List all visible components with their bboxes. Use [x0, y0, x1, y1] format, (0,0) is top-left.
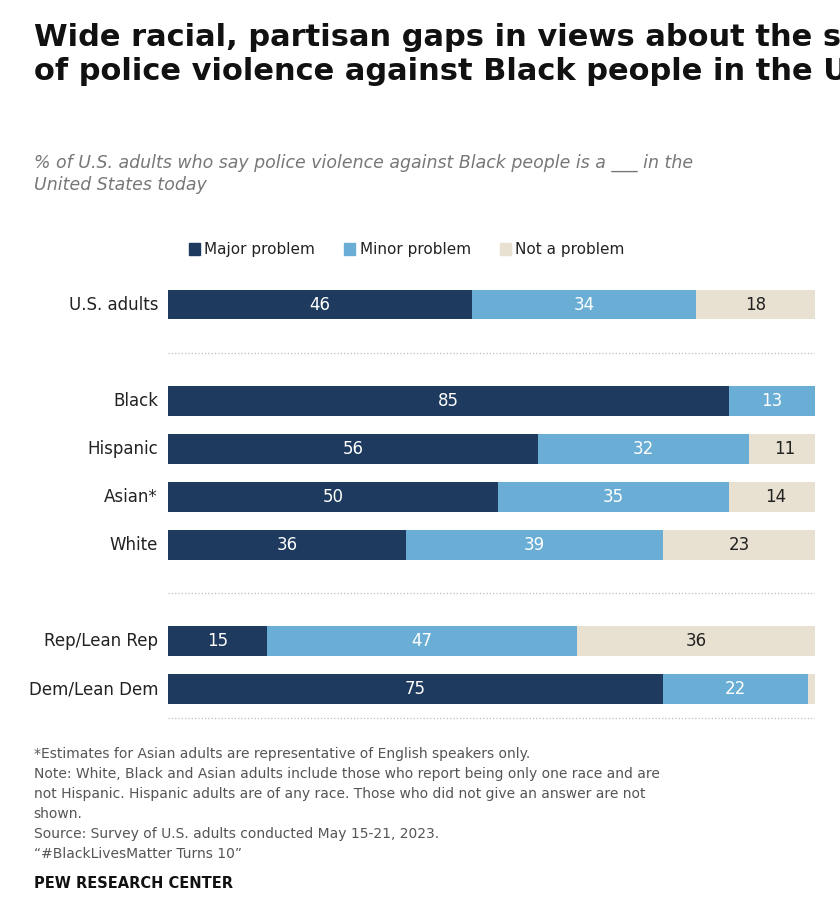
- Bar: [168, 627, 267, 656]
- Bar: [663, 674, 808, 704]
- Text: White: White: [110, 536, 158, 554]
- Text: 46: 46: [309, 296, 330, 313]
- Bar: [748, 434, 822, 463]
- Text: shown.: shown.: [34, 807, 82, 821]
- Bar: [471, 289, 696, 320]
- Bar: [498, 482, 729, 512]
- Bar: [168, 530, 406, 560]
- Text: Major problem: Major problem: [204, 242, 315, 256]
- Text: *Estimates for Asian adults are representative of English speakers only.: *Estimates for Asian adults are represen…: [34, 747, 530, 760]
- Text: 35: 35: [603, 488, 624, 506]
- Text: 15: 15: [207, 632, 228, 650]
- Bar: [577, 627, 815, 656]
- Text: Minor problem: Minor problem: [360, 242, 470, 256]
- Bar: [168, 674, 663, 704]
- Bar: [168, 482, 498, 512]
- Bar: [538, 434, 748, 463]
- Text: 36: 36: [685, 632, 706, 650]
- Text: Rep/Lean Rep: Rep/Lean Rep: [44, 632, 158, 650]
- Text: Wide racial, partisan gaps in views about the severity
of police violence agains: Wide racial, partisan gaps in views abou…: [34, 23, 840, 85]
- Text: 36: 36: [276, 536, 297, 554]
- Text: Not a problem: Not a problem: [515, 242, 624, 256]
- Text: 14: 14: [764, 488, 785, 506]
- Text: 34: 34: [573, 296, 595, 313]
- Bar: [663, 530, 815, 560]
- Bar: [267, 627, 577, 656]
- Text: 23: 23: [728, 536, 749, 554]
- Bar: [815, 386, 828, 416]
- Bar: [168, 434, 538, 463]
- Bar: [168, 386, 729, 416]
- Text: Note: White, Black and Asian adults include those who report being only one race: Note: White, Black and Asian adults incl…: [34, 767, 659, 780]
- Bar: [808, 674, 822, 704]
- Text: 50: 50: [323, 488, 344, 506]
- Text: “#BlackLivesMatter Turns 10”: “#BlackLivesMatter Turns 10”: [34, 847, 242, 861]
- Bar: [729, 386, 815, 416]
- Bar: [168, 289, 471, 320]
- Bar: [696, 289, 815, 320]
- Text: 56: 56: [343, 440, 363, 458]
- Text: 39: 39: [523, 536, 545, 554]
- Text: PEW RESEARCH CENTER: PEW RESEARCH CENTER: [34, 877, 233, 891]
- Text: 85: 85: [438, 392, 459, 409]
- Text: % of U.S. adults who say police violence against Black people is a ___ in the
Un: % of U.S. adults who say police violence…: [34, 154, 693, 194]
- Text: 11: 11: [774, 440, 795, 458]
- Text: Hispanic: Hispanic: [87, 440, 158, 458]
- Text: U.S. adults: U.S. adults: [69, 296, 158, 313]
- Text: Black: Black: [113, 392, 158, 409]
- Text: not Hispanic. Hispanic adults are of any race. Those who did not give an answer : not Hispanic. Hispanic adults are of any…: [34, 787, 645, 801]
- Text: 47: 47: [412, 632, 433, 650]
- Text: Asian*: Asian*: [104, 488, 158, 506]
- Text: Dem/Lean Dem: Dem/Lean Dem: [29, 681, 158, 698]
- Text: 13: 13: [761, 392, 783, 409]
- Text: 32: 32: [633, 440, 654, 458]
- Bar: [729, 482, 822, 512]
- Text: 22: 22: [725, 681, 746, 698]
- Text: 18: 18: [745, 296, 766, 313]
- Bar: [406, 530, 663, 560]
- Text: Source: Survey of U.S. adults conducted May 15-21, 2023.: Source: Survey of U.S. adults conducted …: [34, 827, 438, 841]
- Text: 75: 75: [405, 681, 426, 698]
